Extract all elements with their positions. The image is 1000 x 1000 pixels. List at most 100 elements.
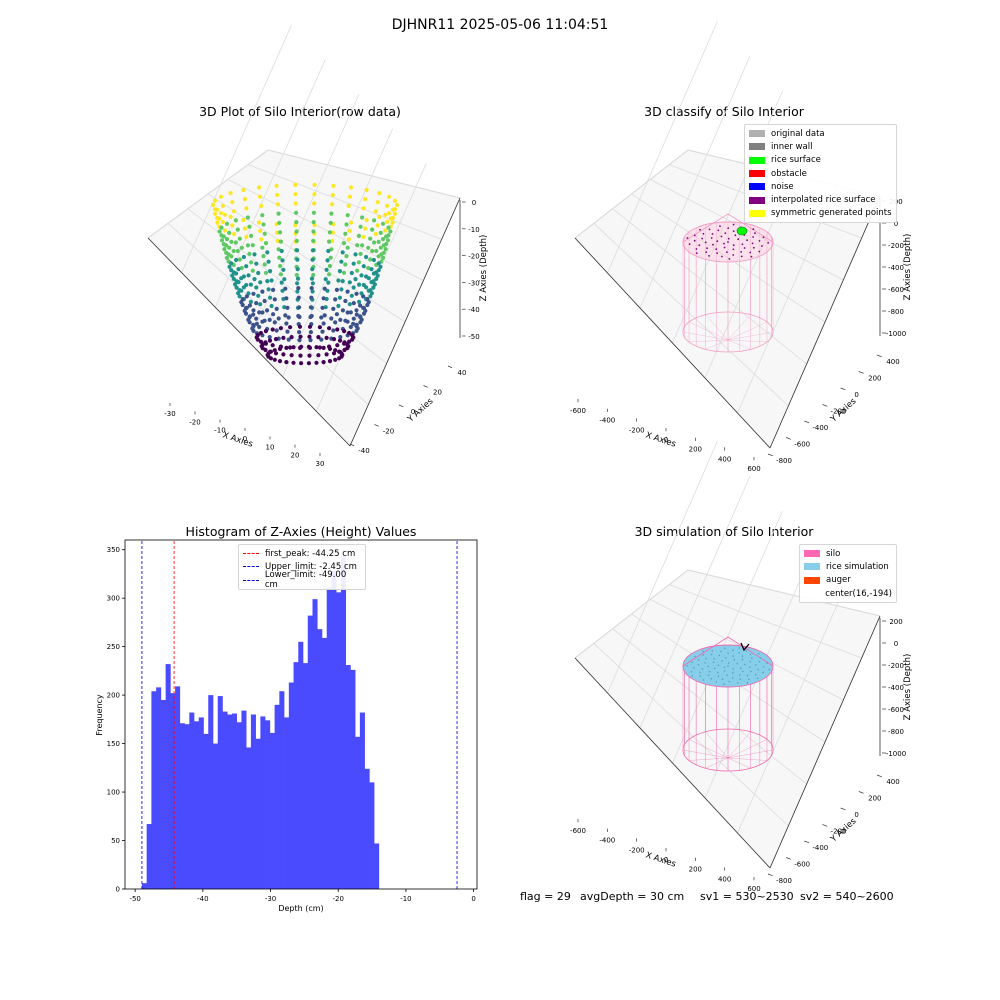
point — [712, 661, 715, 664]
point — [370, 227, 375, 232]
point — [727, 662, 730, 664]
point — [323, 305, 328, 310]
point — [727, 241, 729, 243]
point — [284, 321, 289, 326]
y-tick-label: -200 — [831, 408, 847, 416]
point — [383, 247, 388, 252]
point — [267, 338, 273, 343]
point — [357, 299, 362, 304]
silo-floor-line — [727, 739, 768, 759]
legend-swatch — [749, 183, 765, 191]
bar — [194, 721, 200, 889]
bar — [284, 717, 290, 889]
point — [719, 225, 721, 228]
legend-label: inner wall — [771, 141, 813, 152]
point — [234, 285, 239, 290]
footer-avg-depth: avgDepth = 30 cm — [580, 890, 685, 903]
point — [234, 279, 239, 284]
point-cloud — [210, 182, 400, 366]
point — [333, 320, 338, 325]
point — [751, 242, 754, 245]
bar — [298, 641, 304, 889]
point — [324, 267, 329, 272]
point — [345, 319, 350, 324]
bar — [236, 722, 242, 889]
point — [240, 297, 245, 302]
point — [720, 650, 722, 653]
point — [328, 255, 333, 260]
point — [331, 328, 336, 333]
point — [322, 313, 327, 318]
point — [749, 653, 752, 656]
point — [307, 324, 313, 329]
point — [321, 345, 326, 350]
point — [263, 340, 268, 345]
point — [277, 359, 283, 364]
point — [256, 220, 262, 225]
point — [279, 248, 284, 254]
point — [337, 295, 342, 300]
point — [256, 293, 261, 298]
silo-floor-line — [727, 321, 768, 341]
point — [340, 279, 345, 284]
x-tick-label: 0 — [471, 895, 475, 903]
silo-floor-line — [727, 749, 774, 759]
point — [278, 272, 283, 277]
point — [220, 219, 225, 224]
point — [262, 262, 267, 267]
point — [377, 191, 382, 196]
point — [270, 327, 275, 332]
point — [294, 210, 299, 215]
point — [326, 248, 331, 254]
point — [320, 305, 325, 310]
point — [271, 287, 276, 292]
silo-floor-line — [727, 757, 767, 761]
point — [257, 310, 262, 315]
point — [383, 212, 388, 217]
point — [272, 297, 277, 302]
point — [258, 228, 263, 233]
point — [705, 657, 707, 660]
legend-swatch — [804, 563, 820, 571]
point — [293, 182, 298, 187]
point — [359, 273, 364, 278]
point — [690, 670, 693, 673]
bar — [321, 637, 328, 889]
point — [285, 329, 290, 334]
point — [241, 187, 246, 193]
point — [282, 305, 287, 310]
point — [375, 223, 380, 228]
point — [343, 262, 348, 267]
bar — [170, 693, 176, 889]
point — [308, 330, 313, 335]
point — [376, 261, 381, 266]
point — [757, 668, 759, 671]
point — [306, 361, 311, 366]
point — [254, 321, 259, 326]
legend-label: auger — [826, 575, 851, 586]
point — [266, 259, 271, 264]
z-tick-label: -400 — [888, 264, 904, 272]
point — [376, 239, 381, 244]
point — [237, 257, 242, 262]
y-axis-label: Y Axies — [405, 396, 436, 425]
point — [250, 268, 255, 273]
legend-swatch — [749, 196, 765, 204]
legend-item: symmetric generated points — [749, 207, 892, 220]
point — [268, 269, 273, 274]
point — [388, 216, 393, 221]
x-tick-label: -10 — [214, 427, 225, 435]
point — [767, 242, 770, 244]
point — [751, 657, 753, 659]
point — [702, 650, 704, 653]
point — [307, 353, 312, 358]
point — [269, 303, 274, 309]
point — [277, 255, 282, 260]
z-tick-label: -200 — [888, 662, 904, 670]
point — [241, 217, 246, 223]
point — [210, 202, 216, 208]
point — [699, 228, 701, 231]
y-tick-label: -40 — [358, 447, 369, 455]
point — [374, 276, 379, 281]
point — [361, 311, 367, 316]
